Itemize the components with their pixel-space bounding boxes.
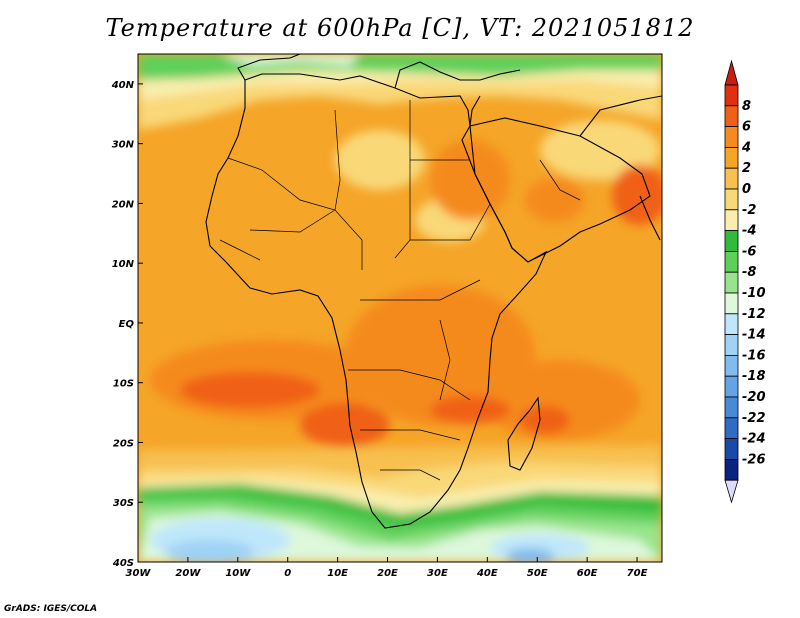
lon-tick-label: 20W xyxy=(175,568,201,579)
colorbar-swatch xyxy=(724,230,739,252)
lon-tick-label: 0 xyxy=(284,568,291,579)
colorbar-label: -4 xyxy=(742,224,756,239)
colorbar-label: -2 xyxy=(742,203,756,218)
border-6 xyxy=(360,279,481,301)
colorbar-label: -14 xyxy=(742,328,766,343)
temperature-field xyxy=(138,54,662,562)
patch-hot-angola xyxy=(300,403,390,447)
levant-coastline xyxy=(469,95,481,127)
colorbar: 8 6 4 2 0 -2 -4 -6 -8 -10 -12 -14 -16 -18 -20 -22 -24 -26 xyxy=(724,59,766,504)
border-7 xyxy=(348,369,471,401)
colorbar-swatch xyxy=(724,84,739,107)
colorbar-swatch xyxy=(724,375,739,398)
credit-label: GrADS: IGES/COLA xyxy=(4,604,98,614)
colorbar-swatch xyxy=(724,334,739,356)
lon-tick-label: 30E xyxy=(427,568,448,579)
colorbar-label: -10 xyxy=(742,286,766,301)
lon-tick-label: 40E xyxy=(476,568,498,579)
colorbar-swatch xyxy=(724,126,739,148)
border-11 xyxy=(219,239,261,261)
patch-hot-madagascar xyxy=(520,406,570,434)
colorbar-swatch xyxy=(724,292,739,315)
lat-tick-label: EQ xyxy=(119,319,135,330)
map-frame xyxy=(137,53,663,563)
patch-india-hot xyxy=(612,165,662,225)
border-9 xyxy=(380,469,441,481)
africa-coastline xyxy=(205,73,548,529)
colorbar-swatch xyxy=(724,354,739,377)
colorbar-label: 8 xyxy=(742,99,751,114)
band-north-lightgreen xyxy=(220,54,360,66)
border-5 xyxy=(410,203,491,241)
colorbar-label: -12 xyxy=(742,307,766,322)
colorbar-swatch xyxy=(724,146,739,169)
patch-hot-mozambique xyxy=(430,396,510,424)
colorbar-swatch xyxy=(724,209,739,232)
border-lakes xyxy=(439,319,451,401)
border-10 xyxy=(249,209,336,233)
patch-hot-atlantic xyxy=(180,372,320,408)
colorbar-label: 0 xyxy=(742,182,751,197)
colorbar-swatch xyxy=(724,458,739,481)
colorbar-swatch xyxy=(724,188,739,211)
border-1 xyxy=(227,157,363,270)
colorbar-label: -24 xyxy=(742,432,766,447)
colorbar-bottom-arrow xyxy=(724,479,739,504)
colorbar-swatch xyxy=(724,105,739,128)
lat-tick-label: 30S xyxy=(113,498,134,509)
patch-arabia-warm xyxy=(525,178,585,222)
patch-egypt-warm xyxy=(430,140,510,220)
longitude-axis: 30W 20W 10W 0 10E 20E 30E 40E 50E 60E 70E xyxy=(126,557,648,579)
lat-tick-label: 20S xyxy=(113,438,134,449)
border-arabia xyxy=(539,159,581,201)
colorbar-top-arrow xyxy=(724,59,739,86)
lon-tick-label: 10W xyxy=(225,568,251,579)
lon-tick-label: 60E xyxy=(577,568,598,579)
colorbar-swatch xyxy=(724,417,739,439)
plot-title: Temperature at 600hPa [C], VT: 202105181… xyxy=(105,14,695,42)
colorbar-swatch xyxy=(724,438,739,460)
iberia-coastline xyxy=(237,54,301,81)
lat-tick-label: 10N xyxy=(112,259,135,270)
lat-tick-label: 40N xyxy=(111,80,135,91)
patch-colder-west xyxy=(165,540,255,562)
lat-tick-label: 30N xyxy=(112,140,135,151)
arabia-coastline xyxy=(469,117,651,263)
lat-tick-label: 20N xyxy=(112,199,135,210)
colorbar-label: -6 xyxy=(742,244,756,259)
lat-tick-label: 10S xyxy=(113,379,134,390)
border-2 xyxy=(334,109,341,211)
lon-tick-label: 50E xyxy=(527,568,548,579)
coastlines xyxy=(205,54,662,529)
colorbar-label: -8 xyxy=(742,265,756,280)
lat-tick-label: 40S xyxy=(112,558,134,569)
lon-tick-label: 20E xyxy=(377,568,398,579)
patch-central-sahara xyxy=(335,130,425,190)
india-coastline xyxy=(639,195,661,241)
colorbar-label: -22 xyxy=(742,411,766,426)
colorbar-label: -16 xyxy=(742,348,766,363)
patch-colder-east xyxy=(506,548,554,562)
madagascar-coastline xyxy=(507,396,541,471)
colorbar-swatch xyxy=(724,271,739,294)
lon-tick-label: 10E xyxy=(327,568,348,579)
border-8 xyxy=(360,429,461,441)
lon-tick-label: 70E xyxy=(627,568,648,579)
colorbar-swatch xyxy=(724,396,739,419)
colorbar-label: -20 xyxy=(742,390,766,405)
latitude-axis: 40N 30N 20N 10N EQ 10S 20S 30S 40S xyxy=(111,80,143,569)
colorbar-label: 4 xyxy=(741,140,751,155)
colorbar-swatch xyxy=(724,167,739,190)
lon-tick-label: 30W xyxy=(126,568,152,579)
colorbar-label: -26 xyxy=(742,452,766,467)
colorbar-swatch xyxy=(724,313,739,335)
europe-coastline xyxy=(394,61,521,89)
colorbar-label: -18 xyxy=(742,369,766,384)
iran-coastline xyxy=(579,95,662,137)
colorbar-swatch xyxy=(724,250,739,273)
colorbar-label: 6 xyxy=(742,120,751,135)
colorbar-label: 2 xyxy=(742,161,751,176)
borders xyxy=(219,100,581,481)
